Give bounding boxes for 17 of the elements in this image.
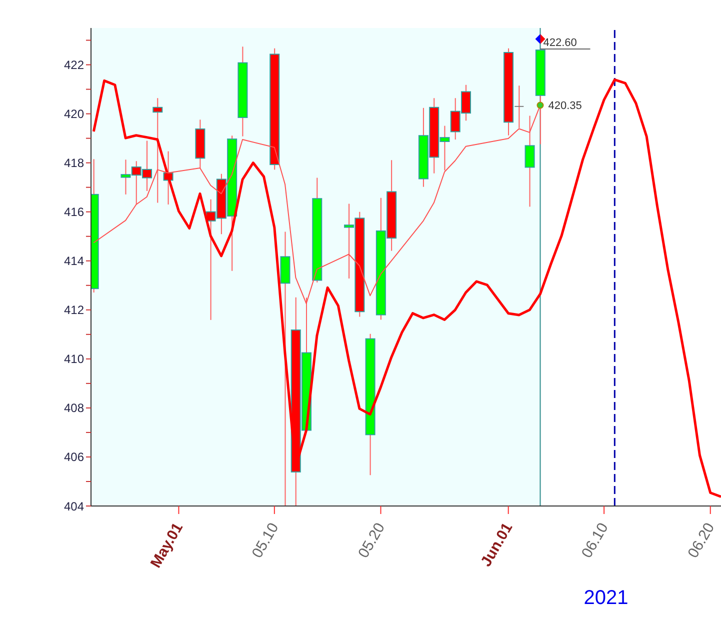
x-axis-title: 2021 [584,587,628,609]
annotation: 420.35 [548,100,582,112]
candlestick [152,98,163,204]
line-series [92,78,721,498]
y-tick-label: 404 [64,499,84,514]
y-tick-label: 420 [64,107,84,122]
y-tick-label: 414 [64,254,84,268]
y-tick-label: 410 [64,352,84,366]
candlestick [524,115,535,208]
candlestick [514,85,524,129]
y-tick-label: 418 [64,156,84,170]
y-tick-label: 412 [64,303,84,318]
y-tick-label: 408 [64,401,84,416]
annotation: 422.60 [543,37,577,50]
y-tick-label: 416 [64,205,84,220]
y-tick-label: 406 [64,450,84,464]
y-tick-label: 422 [64,58,84,72]
